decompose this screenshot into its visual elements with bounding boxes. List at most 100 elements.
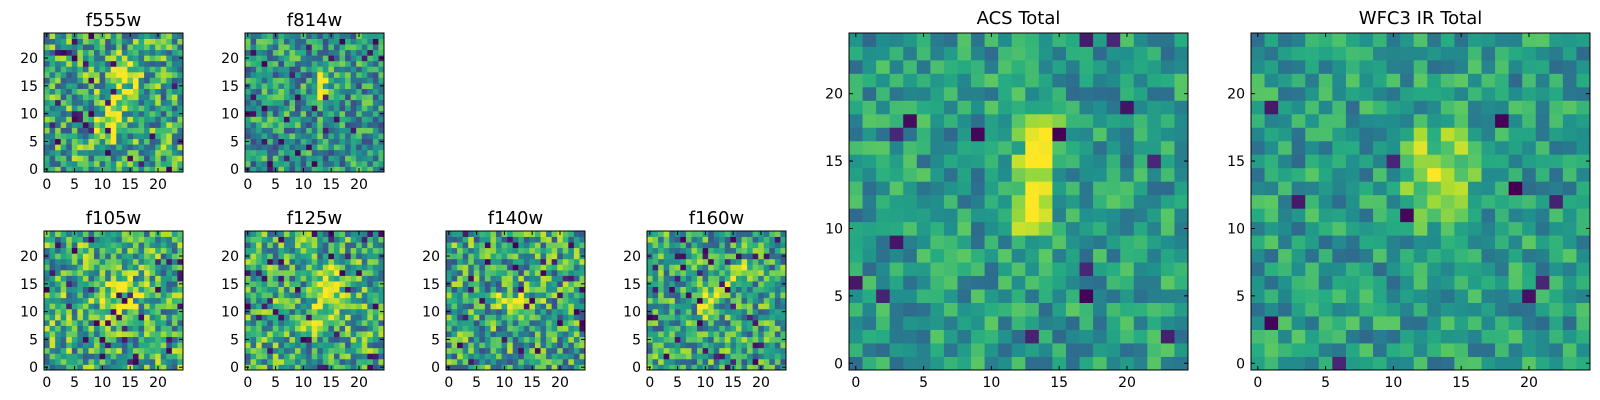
heatmap-cell xyxy=(110,275,117,282)
heatmap-cell xyxy=(55,166,62,173)
heatmap-cell xyxy=(82,314,89,321)
heatmap-cell xyxy=(758,236,765,243)
heatmap-cell xyxy=(121,253,128,260)
heatmap-cell xyxy=(283,264,290,271)
heatmap-cell xyxy=(177,325,184,332)
heatmap-cell xyxy=(1160,316,1175,330)
heatmap-cell xyxy=(713,253,720,260)
heatmap-cell xyxy=(849,302,863,317)
heatmap-cell xyxy=(1386,329,1401,344)
heatmap-cell xyxy=(780,247,787,254)
heatmap-cell xyxy=(484,231,491,237)
heatmap-cell xyxy=(138,138,145,145)
heatmap-cell xyxy=(295,269,301,276)
heatmap-cell xyxy=(82,231,89,237)
heatmap-cell xyxy=(317,149,324,156)
x-tick-label: 20 xyxy=(149,375,167,391)
heatmap-cell xyxy=(1133,73,1148,88)
heatmap-cell xyxy=(289,55,296,62)
heatmap-cell xyxy=(333,281,340,287)
heatmap-cell xyxy=(295,364,301,371)
heatmap-cell xyxy=(529,319,536,326)
heatmap-cell xyxy=(512,347,519,354)
heatmap-cell xyxy=(138,242,145,249)
heatmap-cell xyxy=(256,231,263,237)
heatmap-cell xyxy=(943,140,958,155)
heatmap-cell xyxy=(144,83,151,89)
heatmap-cell xyxy=(1011,46,1026,61)
heatmap-cell xyxy=(562,358,569,365)
heatmap-cell xyxy=(680,353,687,360)
heatmap-cell xyxy=(55,364,62,371)
heatmap-cell xyxy=(110,236,117,243)
heatmap-cell xyxy=(652,253,659,260)
heatmap-cell xyxy=(44,149,50,156)
heatmap-cell xyxy=(1106,208,1121,223)
heatmap-cell xyxy=(1495,302,1510,317)
heatmap-cell xyxy=(1481,289,1496,303)
heatmap-cell xyxy=(669,347,676,354)
heatmap-cell xyxy=(876,33,891,47)
heatmap-cell xyxy=(562,325,569,332)
heatmap-cell xyxy=(758,358,765,365)
heatmap-cell xyxy=(479,336,486,343)
heatmap-cell xyxy=(1065,329,1080,344)
heatmap-cell xyxy=(697,336,703,343)
heatmap-cell xyxy=(77,331,84,338)
heatmap-cell xyxy=(166,121,173,128)
heatmap-cell xyxy=(540,253,547,260)
heatmap-cell xyxy=(272,83,279,89)
heatmap-cell xyxy=(468,258,475,265)
heatmap-cell xyxy=(250,83,257,89)
heatmap-cell xyxy=(1264,275,1279,290)
heatmap-cell xyxy=(496,253,502,260)
heatmap-cell xyxy=(579,353,586,360)
heatmap-cell xyxy=(339,342,346,349)
heatmap-cell xyxy=(507,319,514,326)
heatmap-cell xyxy=(306,105,313,112)
heatmap-cell xyxy=(1400,302,1415,317)
heatmap-cell xyxy=(1318,235,1333,250)
heatmap-cell xyxy=(71,49,78,56)
heatmap-cell xyxy=(496,347,502,354)
heatmap-cell xyxy=(272,347,279,354)
heatmap-cell xyxy=(317,138,324,145)
heatmap-cell xyxy=(769,364,776,371)
heatmap-cell xyxy=(663,331,670,338)
heatmap-cell xyxy=(708,342,715,349)
heatmap-cell xyxy=(121,77,128,84)
heatmap-cell xyxy=(1079,46,1094,61)
heatmap-cell xyxy=(295,342,301,349)
heatmap-cell xyxy=(473,353,480,360)
heatmap-cell xyxy=(60,66,67,73)
heatmap-cell xyxy=(272,308,279,315)
heatmap-cell xyxy=(735,347,742,354)
heatmap-cell xyxy=(250,33,257,39)
heatmap-cell xyxy=(372,325,379,332)
heatmap-cell xyxy=(1174,262,1189,277)
heatmap-cell xyxy=(300,55,307,62)
heatmap-cell xyxy=(1576,262,1591,277)
heatmap-cell xyxy=(160,308,167,315)
heatmap-cell xyxy=(250,133,257,140)
heatmap-cell xyxy=(971,316,985,330)
heatmap-cell xyxy=(177,155,184,162)
heatmap-cell xyxy=(876,127,891,142)
heatmap-cell xyxy=(903,73,918,88)
heatmap-cell xyxy=(127,286,134,293)
heatmap-cell xyxy=(1106,329,1121,344)
heatmap-cell xyxy=(930,275,945,290)
heatmap-cell xyxy=(166,336,173,343)
heatmap-cell xyxy=(702,264,709,271)
heatmap-cell xyxy=(372,166,379,173)
heatmap-cell xyxy=(540,258,547,265)
heatmap-cell xyxy=(256,297,263,304)
heatmap-cell xyxy=(457,236,464,243)
heatmap-cell xyxy=(473,281,480,287)
heatmap-cell xyxy=(998,208,1013,223)
heatmap-cell xyxy=(1011,235,1026,250)
heatmap-cell xyxy=(328,253,335,260)
heatmap-cell xyxy=(1576,329,1591,344)
heatmap-cell xyxy=(166,353,173,360)
heatmap-cell xyxy=(669,286,676,293)
